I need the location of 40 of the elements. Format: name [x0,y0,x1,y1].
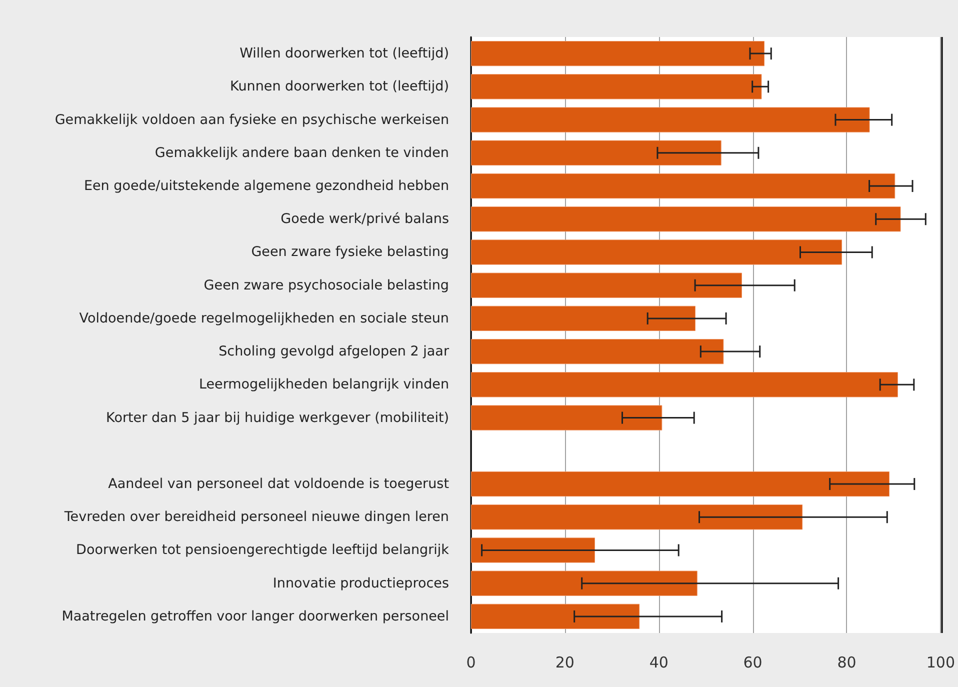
bar [471,140,722,166]
y-tick-label: Leermogelijkheden belangrijk vinden [198,376,449,393]
x-tick-label: 20 [555,654,574,672]
y-tick-label: Tevreden over bereidheid personeel nieuwe dingen leren [63,509,449,526]
bar [471,206,901,232]
y-tick-label: Maatregelen getroffen voor langer doorwerken personeel [62,608,449,624]
x-tick-label: 60 [743,654,762,672]
x-tick-label: 0 [466,654,476,672]
x-tick-label: 100 [926,654,956,672]
bar [471,40,765,66]
y-tick-label: Doorwerken tot pensioengerechtigde leeftijd belangrijk [76,542,450,558]
y-tick-label: Geen zware psychosociale belasting [204,277,449,294]
x-tick-label: 40 [649,654,668,672]
bar [471,405,662,430]
bar [471,471,890,497]
y-tick-label: Geen zware fysieke belasting [251,244,449,260]
bar [471,306,696,332]
bar [471,272,742,298]
y-tick-label: Scholing gevolgd afgelopen 2 jaar [218,344,450,360]
bar [471,107,870,132]
bar [471,504,803,530]
bar [471,570,698,596]
y-tick-label: Voldoende/goede regelmogelijkheden en sociale steun [79,310,449,326]
y-tick-label: Aandeel van personeel dat voldoende is toegerust [108,476,449,492]
bar [471,538,595,563]
y-tick-label: Gemakkelijk andere baan denken te vinden [154,144,449,161]
y-tick-label: Innovatie productieproces [272,575,449,592]
y-tick-label: Kunnen doorwerken tot (leeftijd) [230,78,449,95]
bar [471,372,898,398]
bar [471,604,640,630]
y-tick-label: Willen doorwerken tot (leeftijd) [240,46,449,62]
bar [471,74,762,100]
y-tick-label: Korter dan 5 jaar bij huidige werkgever (mobiliteit) [106,410,449,426]
y-tick-label: Gemakkelijk voldoen aan fysieke en psychische werkeisen [54,112,449,128]
bar [471,338,724,364]
y-tick-label: Goede werk/privé balans [280,211,449,228]
y-tick-label: Een goede/uitstekende algemene gezondheid hebben [84,178,449,194]
x-tick-label: 80 [837,654,856,672]
bar [471,173,896,199]
bar [471,240,842,265]
